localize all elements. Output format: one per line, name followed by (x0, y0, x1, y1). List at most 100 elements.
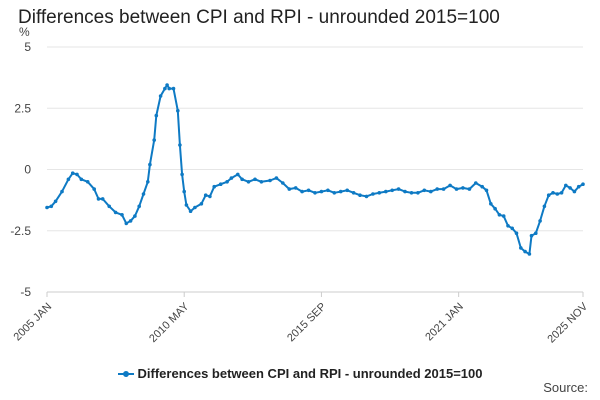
data-point[interactable] (542, 204, 547, 209)
data-point[interactable] (484, 188, 489, 193)
data-point[interactable] (559, 191, 564, 195)
data-point[interactable] (85, 180, 90, 184)
data-point[interactable] (461, 186, 465, 190)
data-point[interactable] (514, 231, 519, 235)
data-point[interactable] (510, 226, 514, 231)
data-point[interactable] (576, 184, 581, 189)
data-point[interactable] (403, 189, 407, 194)
data-point[interactable] (193, 205, 197, 210)
data-point[interactable] (107, 204, 111, 209)
data-point[interactable] (240, 177, 244, 182)
data-point[interactable] (212, 184, 216, 189)
data-point[interactable] (534, 231, 538, 235)
data-point[interactable] (146, 180, 150, 184)
data-point[interactable] (564, 183, 568, 188)
data-point[interactable] (246, 180, 251, 184)
data-point[interactable] (527, 252, 532, 256)
data-point[interactable] (124, 221, 129, 226)
data-point[interactable] (113, 210, 118, 215)
data-point[interactable] (555, 192, 560, 196)
data-point[interactable] (493, 206, 497, 211)
data-point[interactable] (148, 162, 152, 167)
data-point[interactable] (152, 138, 156, 142)
data-point[interactable] (92, 187, 96, 191)
data-point[interactable] (364, 194, 369, 199)
data-point[interactable] (467, 187, 472, 191)
data-point[interactable] (300, 189, 304, 194)
data-point[interactable] (332, 191, 337, 195)
data-point[interactable] (49, 204, 54, 209)
data-point[interactable] (128, 219, 133, 223)
data-point[interactable] (506, 224, 510, 228)
data-point[interactable] (319, 189, 324, 194)
data-point[interactable] (377, 191, 382, 195)
data-point[interactable] (199, 202, 204, 206)
data-point[interactable] (551, 191, 555, 195)
data-point[interactable] (501, 214, 506, 218)
data-point[interactable] (133, 214, 137, 218)
data-point[interactable] (171, 86, 176, 91)
data-point[interactable] (396, 187, 401, 191)
data-point[interactable] (313, 191, 317, 195)
data-point[interactable] (474, 181, 478, 185)
data-point[interactable] (253, 177, 257, 182)
data-point[interactable] (287, 187, 292, 191)
data-point[interactable] (523, 249, 527, 254)
data-point[interactable] (182, 189, 186, 194)
data-point[interactable] (538, 219, 542, 223)
data-point[interactable] (163, 86, 167, 91)
data-point[interactable] (158, 94, 163, 98)
data-point[interactable] (236, 172, 240, 177)
data-point[interactable] (454, 187, 459, 191)
data-point[interactable] (180, 172, 184, 177)
data-point[interactable] (489, 202, 493, 206)
data-point[interactable] (259, 180, 264, 184)
data-point[interactable] (435, 187, 440, 191)
data-point[interactable] (281, 181, 285, 185)
data-point[interactable] (371, 192, 375, 196)
data-point[interactable] (581, 182, 585, 186)
data-point[interactable] (178, 143, 182, 147)
data-point[interactable] (448, 183, 452, 188)
data-point[interactable] (345, 188, 350, 193)
data-point[interactable] (154, 113, 159, 118)
data-point[interactable] (384, 189, 388, 194)
data-point[interactable] (141, 192, 146, 196)
data-point[interactable] (53, 199, 58, 204)
data-point[interactable] (416, 191, 420, 195)
data-point[interactable] (79, 177, 84, 182)
data-point[interactable] (184, 203, 189, 207)
data-point[interactable] (60, 189, 64, 194)
data-point[interactable] (188, 209, 193, 213)
data-point[interactable] (137, 204, 141, 209)
data-point[interactable] (120, 213, 124, 217)
data-point[interactable] (390, 188, 395, 193)
data-point[interactable] (497, 213, 502, 217)
data-point[interactable] (167, 86, 171, 91)
data-point[interactable] (529, 233, 534, 238)
data-point[interactable] (75, 172, 79, 177)
data-point[interactable] (480, 184, 485, 189)
data-point[interactable] (338, 189, 343, 194)
data-point[interactable] (176, 108, 180, 113)
legend[interactable]: Differences between CPI and RPI - unroun… (0, 366, 600, 381)
data-point[interactable] (572, 189, 577, 194)
data-point[interactable] (229, 176, 234, 180)
data-point[interactable] (358, 193, 362, 197)
data-point[interactable] (429, 189, 433, 194)
data-point[interactable] (546, 193, 551, 197)
data-point[interactable] (218, 182, 223, 186)
data-point[interactable] (165, 83, 169, 87)
data-point[interactable] (225, 180, 229, 184)
data-point[interactable] (203, 193, 208, 197)
data-point[interactable] (306, 188, 311, 193)
data-point[interactable] (351, 191, 356, 195)
data-point[interactable] (293, 186, 298, 190)
data-point[interactable] (409, 191, 414, 195)
data-point[interactable] (66, 177, 71, 182)
data-point[interactable] (441, 187, 446, 191)
data-point[interactable] (268, 178, 272, 183)
data-point[interactable] (208, 194, 212, 199)
data-point[interactable] (519, 246, 523, 250)
data-point[interactable] (45, 205, 49, 210)
